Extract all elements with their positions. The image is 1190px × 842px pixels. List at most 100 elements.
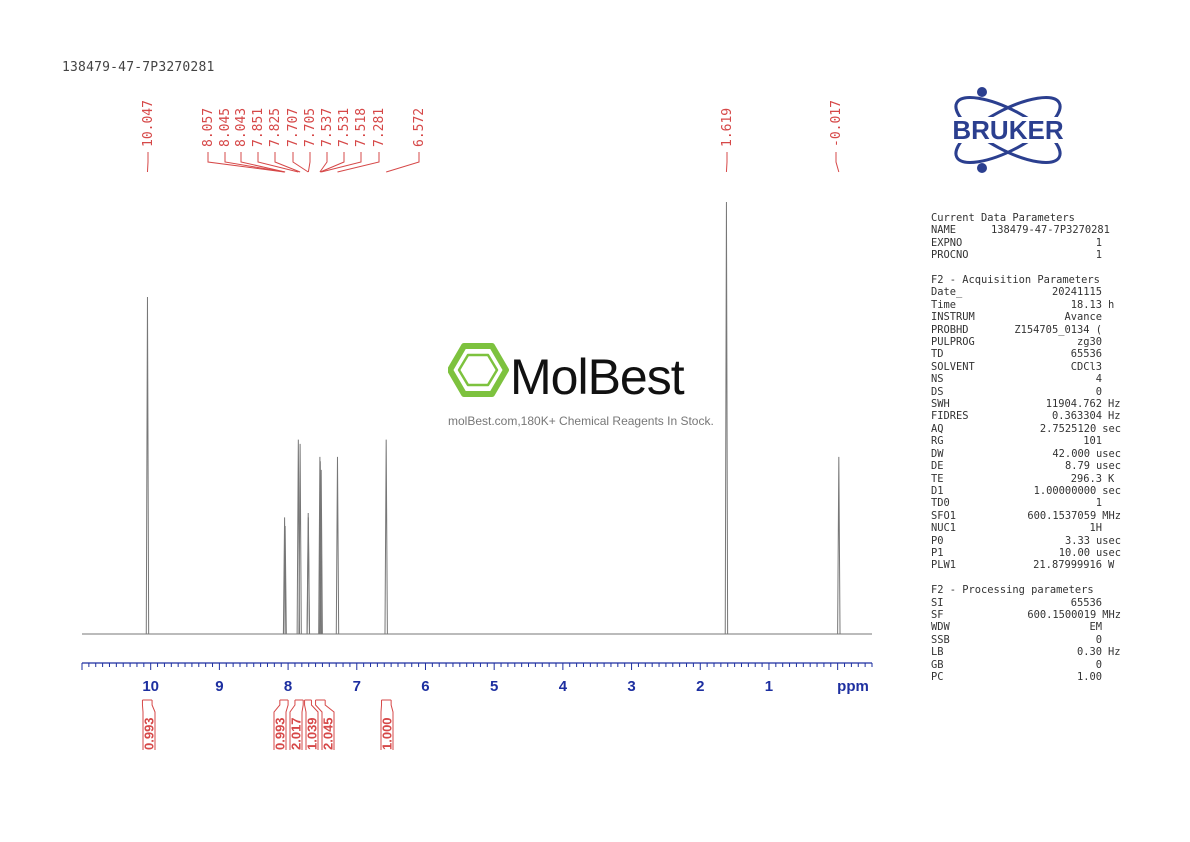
integral-bracket-left	[289, 700, 296, 750]
param-unit	[1102, 249, 1108, 261]
param-key: SOLVENT	[931, 360, 975, 373]
param-row: SI 65536	[931, 597, 1121, 609]
param-value: 138479-47-7P3270281	[991, 224, 1110, 237]
param-row: EXPNO 1	[931, 237, 1121, 249]
param-unit	[1102, 324, 1108, 336]
x-tick-label: 4	[559, 678, 568, 695]
param-value: 600.1537059	[1027, 509, 1097, 522]
param-value: 101	[1083, 435, 1102, 448]
integral-bracket-left	[273, 700, 281, 750]
param-key: NS	[931, 373, 944, 386]
param-key: SFO1	[931, 509, 957, 522]
x-tick-label: 1	[765, 678, 773, 695]
param-value: 3.33	[1064, 534, 1090, 547]
peak-leader-line	[307, 152, 311, 173]
param-key: SWH	[931, 398, 950, 411]
param-value: 0	[1095, 385, 1102, 398]
acquisition-parameters-panel: Current Data Parameters NAME 138479-47-7P…	[931, 212, 1121, 683]
spectrum-peak	[306, 517, 311, 635]
param-unit	[1102, 286, 1108, 298]
param-row: TD0 1	[931, 497, 1121, 509]
param-key: DW	[931, 447, 944, 460]
integral-value: 0.993	[273, 717, 288, 750]
peak-label-leaders	[146, 152, 840, 173]
param-unit: Hz	[1108, 398, 1121, 411]
param-unit: MHz	[1102, 509, 1121, 522]
param-value: 0.363304	[1051, 410, 1102, 423]
param-key: AQ	[931, 422, 944, 435]
param-key: PC	[931, 671, 944, 683]
x-tick-label: 6	[421, 678, 429, 695]
peak-label: 7.518	[354, 108, 369, 147]
param-unit: MHz	[1102, 608, 1121, 621]
integral-bracket-right	[310, 700, 319, 750]
spectrum-peak	[145, 297, 150, 635]
benzene-hexagon-icon	[448, 343, 509, 397]
param-key: D1	[931, 484, 944, 497]
peak-leader-line	[319, 152, 328, 173]
param-unit: usec	[1095, 534, 1121, 547]
param-row: SSB 0	[931, 634, 1121, 646]
param-value: Z154705_0134 (	[1014, 323, 1102, 336]
param-key: LB	[931, 646, 944, 659]
current-params-title: Current Data Parameters	[931, 212, 1075, 224]
param-key: PLW1	[931, 559, 957, 572]
param-value: 1	[1095, 236, 1102, 249]
x-tick-label: 7	[353, 678, 361, 695]
peak-label: 8.045	[218, 108, 233, 147]
x-tick-label: 5	[490, 678, 498, 695]
param-row: FIDRES 0.363304 Hz	[931, 410, 1121, 422]
acquisition-params-list: Date_ 20241115 Time 18.13 h INSTRUM Avance PROB…	[931, 286, 1121, 571]
param-unit	[1102, 386, 1108, 398]
x-axis: 10 9 8 7 6 5 4 3 2 1 ppm	[81, 662, 873, 695]
bruker-atom-logo: BRUKER	[924, 87, 1092, 173]
param-key: SF	[931, 608, 944, 621]
peak-label: 7.705	[303, 108, 318, 147]
param-value: 1	[1095, 249, 1102, 262]
param-key: PROCNO	[931, 249, 969, 262]
param-row: NUC1 1H	[931, 522, 1121, 534]
integral-value: 1.039	[305, 717, 320, 750]
param-unit: W	[1108, 559, 1115, 572]
peak-label: 10.047	[141, 100, 156, 147]
param-row: P1 10.00 usec	[931, 547, 1121, 559]
param-unit: h	[1108, 298, 1115, 311]
param-unit: usec	[1095, 546, 1121, 559]
param-unit	[1102, 497, 1108, 509]
integral-bracket-right	[301, 700, 304, 750]
param-unit	[1102, 621, 1108, 633]
param-row: DW 42.000 usec	[931, 448, 1121, 460]
param-value: 4	[1095, 373, 1102, 386]
param-key: SI	[931, 596, 944, 609]
peak-label: 7.851	[251, 108, 266, 147]
param-unit	[1102, 634, 1108, 646]
param-row: Time 18.13 h	[931, 299, 1121, 311]
spectrum-peak	[283, 525, 287, 635]
param-row: PLW1 21.87999916 W	[931, 559, 1121, 571]
param-unit	[1102, 311, 1108, 323]
param-value: 1	[1095, 497, 1102, 510]
param-row: P0 3.33 usec	[931, 535, 1121, 547]
param-unit	[1102, 659, 1108, 671]
param-row: RG 101	[931, 435, 1121, 447]
param-unit	[1102, 597, 1108, 609]
peak-leader-line	[257, 152, 299, 173]
param-row: DS 0	[931, 386, 1121, 398]
param-unit	[1102, 373, 1108, 385]
integral-value: 2.017	[289, 717, 304, 750]
param-value: 1H	[1089, 522, 1102, 535]
param-value: 2.7525120	[1039, 422, 1097, 435]
param-unit: K	[1108, 472, 1115, 485]
peak-leader-line	[386, 152, 420, 173]
peak-label: 7.825	[268, 108, 283, 147]
param-key: GB	[931, 658, 944, 671]
param-value: 65536	[1070, 596, 1102, 609]
param-row: GB 0	[931, 659, 1121, 671]
param-unit	[1102, 237, 1108, 249]
param-unit: sec	[1102, 422, 1121, 435]
peak-leader-line	[274, 152, 301, 173]
integral-bracket-right	[285, 700, 289, 750]
param-unit: usec	[1095, 447, 1121, 460]
param-key: Time	[931, 298, 957, 311]
